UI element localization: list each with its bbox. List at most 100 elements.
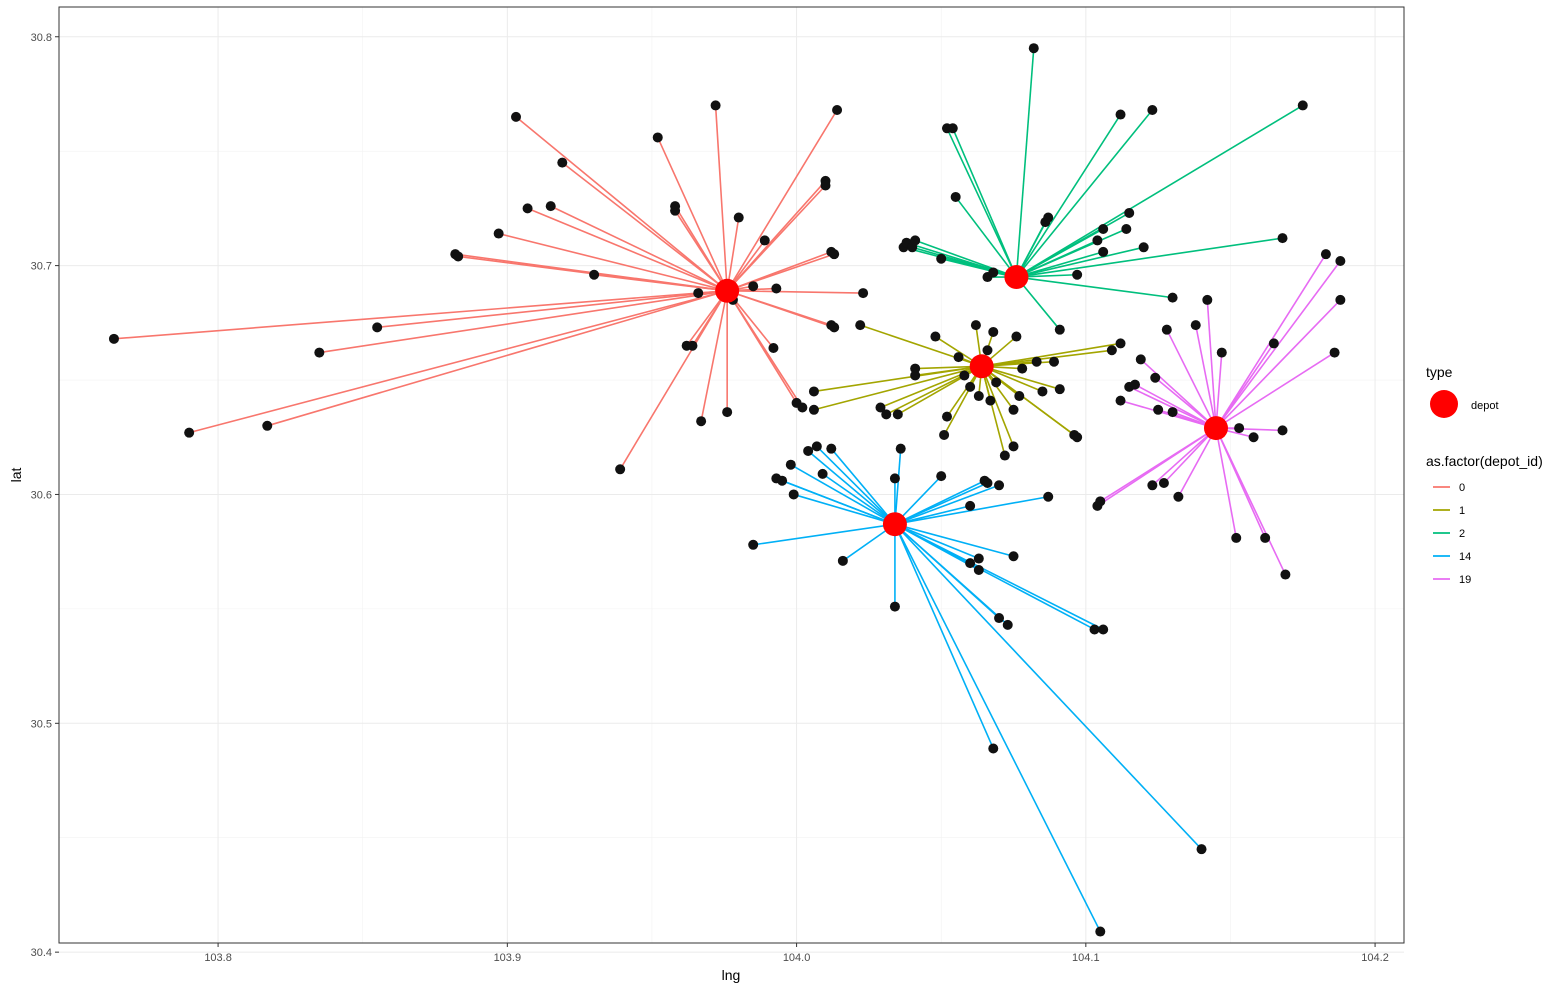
customer-point-depot-1 [999, 450, 1010, 461]
route-line-depot-19 [1099, 427, 1217, 502]
route-line-depot-2 [1016, 246, 1144, 278]
customer-point-depot-19 [1173, 491, 1184, 502]
customer-point-depot-0 [589, 269, 600, 280]
route-line-depot-2 [1015, 114, 1122, 278]
customer-point-depot-0 [722, 407, 733, 418]
customer-point-depot-1 [991, 377, 1002, 388]
customer-point-depot-1 [1106, 345, 1117, 356]
y-tick-label: 30.7 [31, 261, 52, 273]
customer-point-depot-14 [982, 478, 993, 489]
y-tick-label: 30.6 [31, 489, 52, 501]
customer-point-depot-0 [615, 464, 626, 475]
customer-point-depot-2 [1121, 223, 1132, 234]
customer-point-depot-2 [1138, 242, 1149, 253]
customer-point-depot-14 [826, 443, 837, 454]
customer-point-depot-2 [1167, 292, 1178, 303]
customer-point-depot-19 [1231, 532, 1242, 543]
route-line-depot-1 [980, 366, 1006, 456]
customer-point-depot-0 [858, 288, 869, 299]
route-line-depot-0 [619, 290, 728, 470]
route-line-depot-0 [726, 290, 804, 408]
customer-point-depot-1 [1014, 391, 1025, 402]
customer-point-depot-0 [771, 283, 782, 294]
x-tick-label: 103.9 [494, 952, 522, 964]
customer-point-depot-0 [372, 322, 383, 333]
customer-point-depot-1 [939, 429, 950, 440]
customer-point-depot-0 [820, 180, 831, 191]
customer-point-depot-14 [1095, 926, 1106, 937]
route-line-depot-19 [1215, 352, 1223, 429]
route-line-depot-14 [781, 479, 896, 525]
customer-point-depot-1 [1017, 363, 1028, 374]
customer-point-depot-1 [1008, 441, 1019, 452]
customer-point-depot-14 [1089, 624, 1100, 635]
route-line-depot-0 [319, 289, 728, 354]
customer-point-depot-1 [881, 409, 892, 420]
customer-point-depot-1 [988, 326, 999, 337]
customer-point-depot-1 [1031, 356, 1042, 367]
customer-point-depot-2 [1092, 235, 1103, 246]
y-tick-label: 30.8 [31, 32, 52, 44]
depot-point-0 [715, 278, 740, 303]
depot-point-2 [1004, 265, 1029, 290]
route-line-depot-19 [1163, 427, 1217, 484]
customer-point-depot-2 [1297, 100, 1308, 111]
legend-label-depot-14: 14 [1459, 551, 1471, 563]
customer-point-depot-14 [1196, 844, 1207, 855]
customer-point-depot-19 [1130, 379, 1140, 390]
customer-point-depot-0 [314, 347, 325, 358]
customer-point-depot-0 [652, 132, 663, 143]
customer-point-depot-0 [797, 402, 808, 413]
customer-point-depot-19 [1260, 532, 1271, 543]
customer-point-depot-19 [1268, 338, 1279, 349]
customer-point-depot-1 [1072, 432, 1083, 443]
customer-point-depot-19 [1216, 347, 1227, 358]
customer-point-depot-1 [982, 345, 993, 356]
legend-type: type depot [1426, 364, 1499, 418]
customer-point-depot-0 [511, 111, 522, 122]
route-line-depot-14 [793, 493, 896, 525]
customer-point-depot-14 [889, 473, 900, 484]
route-line-depot-19 [1215, 427, 1287, 575]
customer-point-depot-0 [262, 420, 273, 431]
route-line-depot-19 [1177, 427, 1217, 498]
customer-point-depot-1 [965, 381, 976, 392]
customer-point-depot-14 [936, 471, 947, 482]
customer-point-depot-14 [1098, 624, 1109, 635]
customer-point-depot-0 [184, 427, 195, 438]
route-line-depot-2 [952, 127, 1018, 278]
route-line-depot-19 [1206, 299, 1217, 429]
depot-point-14 [882, 512, 907, 537]
depot-point-1 [969, 354, 994, 379]
customer-point-depot-2 [1124, 207, 1135, 218]
route-line-depot-0 [594, 273, 728, 292]
route-line-depot-0 [527, 207, 728, 292]
route-line-depot-0 [657, 137, 728, 292]
customer-point-depot-14 [777, 475, 788, 486]
customer-point-depot-19 [1320, 249, 1331, 260]
depot-point-19 [1203, 416, 1228, 441]
customer-point-depot-19 [1150, 372, 1161, 383]
customer-point-depot-0 [759, 235, 770, 246]
route-line-depot-0 [726, 184, 827, 292]
route-line-depot-2 [1015, 48, 1035, 278]
customer-point-depot-14 [785, 459, 796, 470]
route-line-depot-1 [813, 365, 982, 411]
customer-point-depot-1 [1115, 338, 1126, 349]
route-line-depot-2 [1016, 276, 1173, 299]
legend-color: as.factor(depot_id) 0 1 2 14 19 [1426, 453, 1543, 586]
customer-point-depot-1 [953, 352, 964, 363]
route-line-depot-14 [894, 523, 1102, 932]
route-line-depot-0 [515, 116, 728, 292]
customer-point-depot-19 [1161, 324, 1172, 335]
customer-point-depot-2 [1147, 104, 1158, 115]
customer-point-depot-19 [1147, 480, 1158, 491]
customer-point-depot-14 [1043, 491, 1054, 502]
customer-point-depot-2 [910, 235, 921, 246]
route-line-depot-0 [113, 289, 728, 340]
customer-point-depot-1 [855, 320, 866, 331]
route-line-depot-2 [1015, 104, 1304, 278]
legend-depot-key [1430, 390, 1458, 418]
customer-point-depot-1 [808, 386, 819, 397]
customer-point-depot-14 [895, 443, 906, 454]
